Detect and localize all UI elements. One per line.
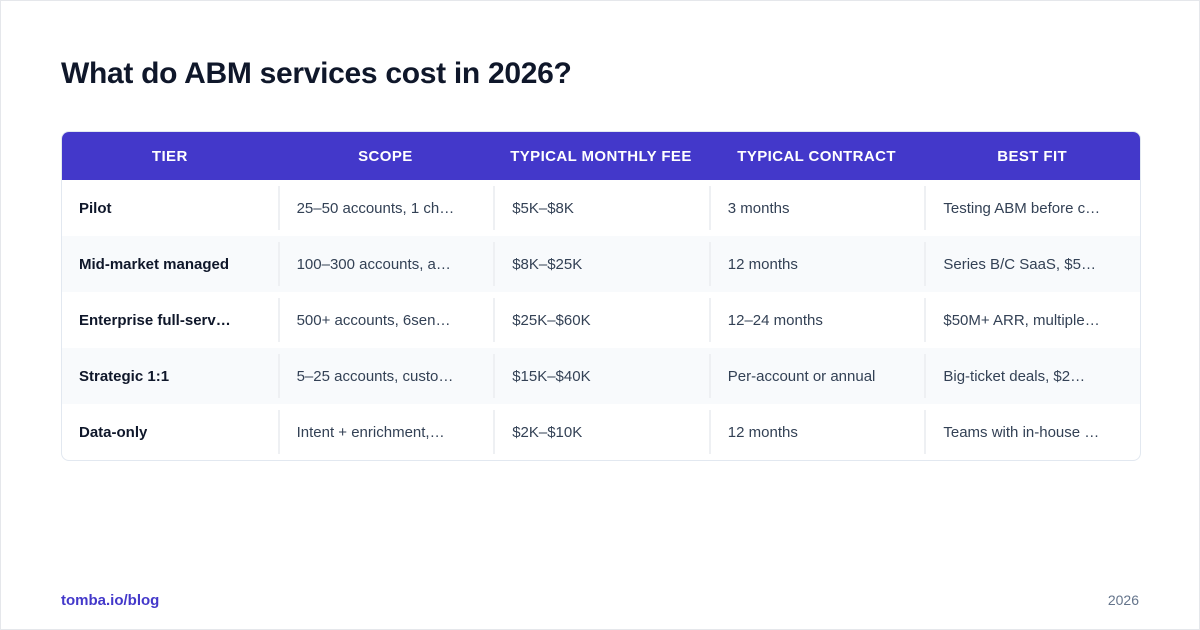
table-row: Enterprise full-serv… 500+ accounts, 6se… <box>62 292 1140 348</box>
scope-cell: Intent + enrichment,… <box>277 410 494 454</box>
contract-cell: 12 months <box>708 410 925 454</box>
contract-cell: 12 months <box>708 242 925 286</box>
column-header-contract: TYPICAL CONTRACT <box>737 147 896 165</box>
tier-cell: Strategic 1:1 <box>79 367 170 385</box>
tier-cell: Mid-market managed <box>79 255 230 273</box>
scope-cell: 5–25 accounts, custo… <box>277 354 494 398</box>
source-link[interactable]: tomba.io/blog <box>61 592 160 609</box>
best-fit-cell: Big-ticket deals, $2… <box>924 354 1140 398</box>
column-header-best-fit: BEST FIT <box>997 147 1068 165</box>
scope-cell: 100–300 accounts, ad… <box>277 242 494 286</box>
table-header: TIER SCOPE TYPICAL MONTHLY FEE TYPICAL C… <box>62 132 1140 180</box>
table-row: Strategic 1:1 5–25 accounts, custo… $15K… <box>62 348 1140 404</box>
monthly-fee-cell: $2K–$10K <box>493 410 709 454</box>
contract-cell: 12–24 months <box>708 298 925 342</box>
page-title: What do ABM services cost in 2026? <box>61 57 572 90</box>
best-fit-cell: Series B/C SaaS, $5M… <box>924 242 1140 286</box>
table-row: Mid-market managed 100–300 accounts, ad…… <box>62 236 1140 292</box>
column-header-scope: SCOPE <box>358 147 413 165</box>
column-header-monthly-fee: TYPICAL MONTHLY FEE <box>510 147 692 165</box>
tier-cell: Data-only <box>79 423 148 441</box>
table-row: Pilot 25–50 accounts, 1 ch… $5K–$8K 3 mo… <box>62 180 1140 236</box>
monthly-fee-cell: $15K–$40K <box>493 354 709 398</box>
monthly-fee-cell: $8K–$25K <box>493 242 709 286</box>
year-label: 2026 <box>1107 592 1139 608</box>
monthly-fee-cell: $25K–$60K <box>493 298 709 342</box>
contract-cell: Per-account or annual <box>708 354 925 398</box>
monthly-fee-cell: $5K–$8K <box>493 186 709 230</box>
tier-cell: Pilot <box>79 199 112 217</box>
contract-cell: 3 months <box>708 186 925 230</box>
column-header-tier: TIER <box>151 147 188 165</box>
best-fit-cell: Teams with in-house … <box>924 410 1140 454</box>
scope-cell: 500+ accounts, 6sens… <box>277 298 494 342</box>
table-row: Data-only Intent + enrichment,… $2K–$10K… <box>62 404 1140 460</box>
pricing-table: TIER SCOPE TYPICAL MONTHLY FEE TYPICAL C… <box>61 131 1141 461</box>
best-fit-cell: $50M+ ARR, multiple … <box>924 298 1140 342</box>
tier-cell: Enterprise full-serv… <box>79 311 231 329</box>
best-fit-cell: Testing ABM before c… <box>924 186 1140 230</box>
scope-cell: 25–50 accounts, 1 ch… <box>277 186 494 230</box>
